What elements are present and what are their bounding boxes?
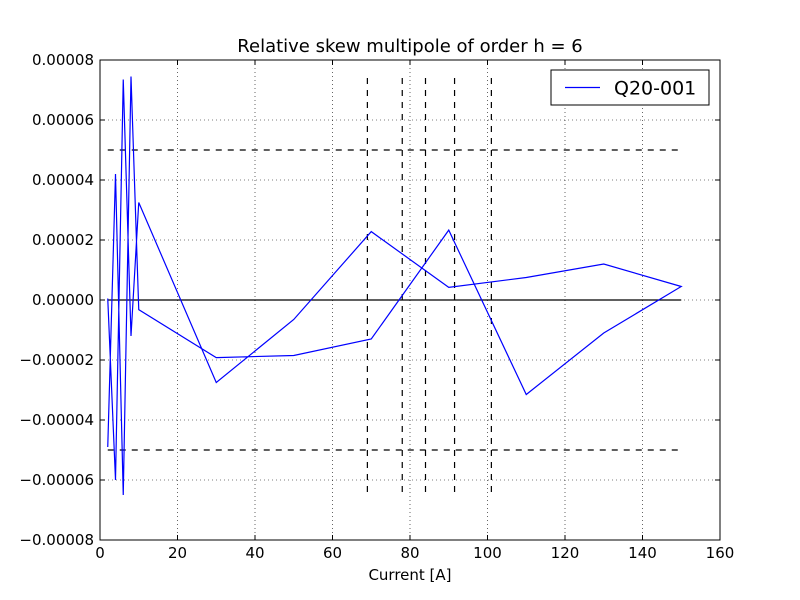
y-tick-label: 0.00008 xyxy=(32,51,94,69)
tick-layer: 0 20 40 60 80 100 120 140 160 −0.00008 −0.00006 −0.… xyxy=(19,51,734,562)
x-tick-label: 0 xyxy=(95,544,105,562)
y-tick-label: −0.00004 xyxy=(19,411,94,429)
y-tick-label: −0.00002 xyxy=(19,351,94,369)
x-tick-label: 160 xyxy=(706,544,735,562)
x-tick-label: 20 xyxy=(168,544,187,562)
x-tick-label: 80 xyxy=(400,544,419,562)
chart-title: Relative skew multipole of order h = 6 xyxy=(237,36,582,57)
x-axis-label: Current [A] xyxy=(368,566,451,584)
y-tick-label: 0.00002 xyxy=(32,231,94,249)
y-tick-label: 0.00000 xyxy=(32,291,94,309)
y-tick-label: −0.00006 xyxy=(19,471,94,489)
y-tick-label: 0.00006 xyxy=(32,111,94,129)
y-tick-label: 0.00004 xyxy=(32,171,94,189)
legend-label-q20-001: Q20-001 xyxy=(614,78,696,100)
x-tick-label: 40 xyxy=(245,544,264,562)
x-tick-label: 100 xyxy=(473,544,502,562)
x-tick-label: 120 xyxy=(551,544,580,562)
legend: Q20-001 xyxy=(550,69,710,106)
series-layer xyxy=(107,76,683,496)
x-tick-label: 60 xyxy=(323,544,342,562)
y-tick-label: −0.00008 xyxy=(19,531,94,549)
x-tick-label: 140 xyxy=(628,544,657,562)
reference-lines xyxy=(107,78,682,498)
series-line-q20-001 xyxy=(107,76,683,496)
